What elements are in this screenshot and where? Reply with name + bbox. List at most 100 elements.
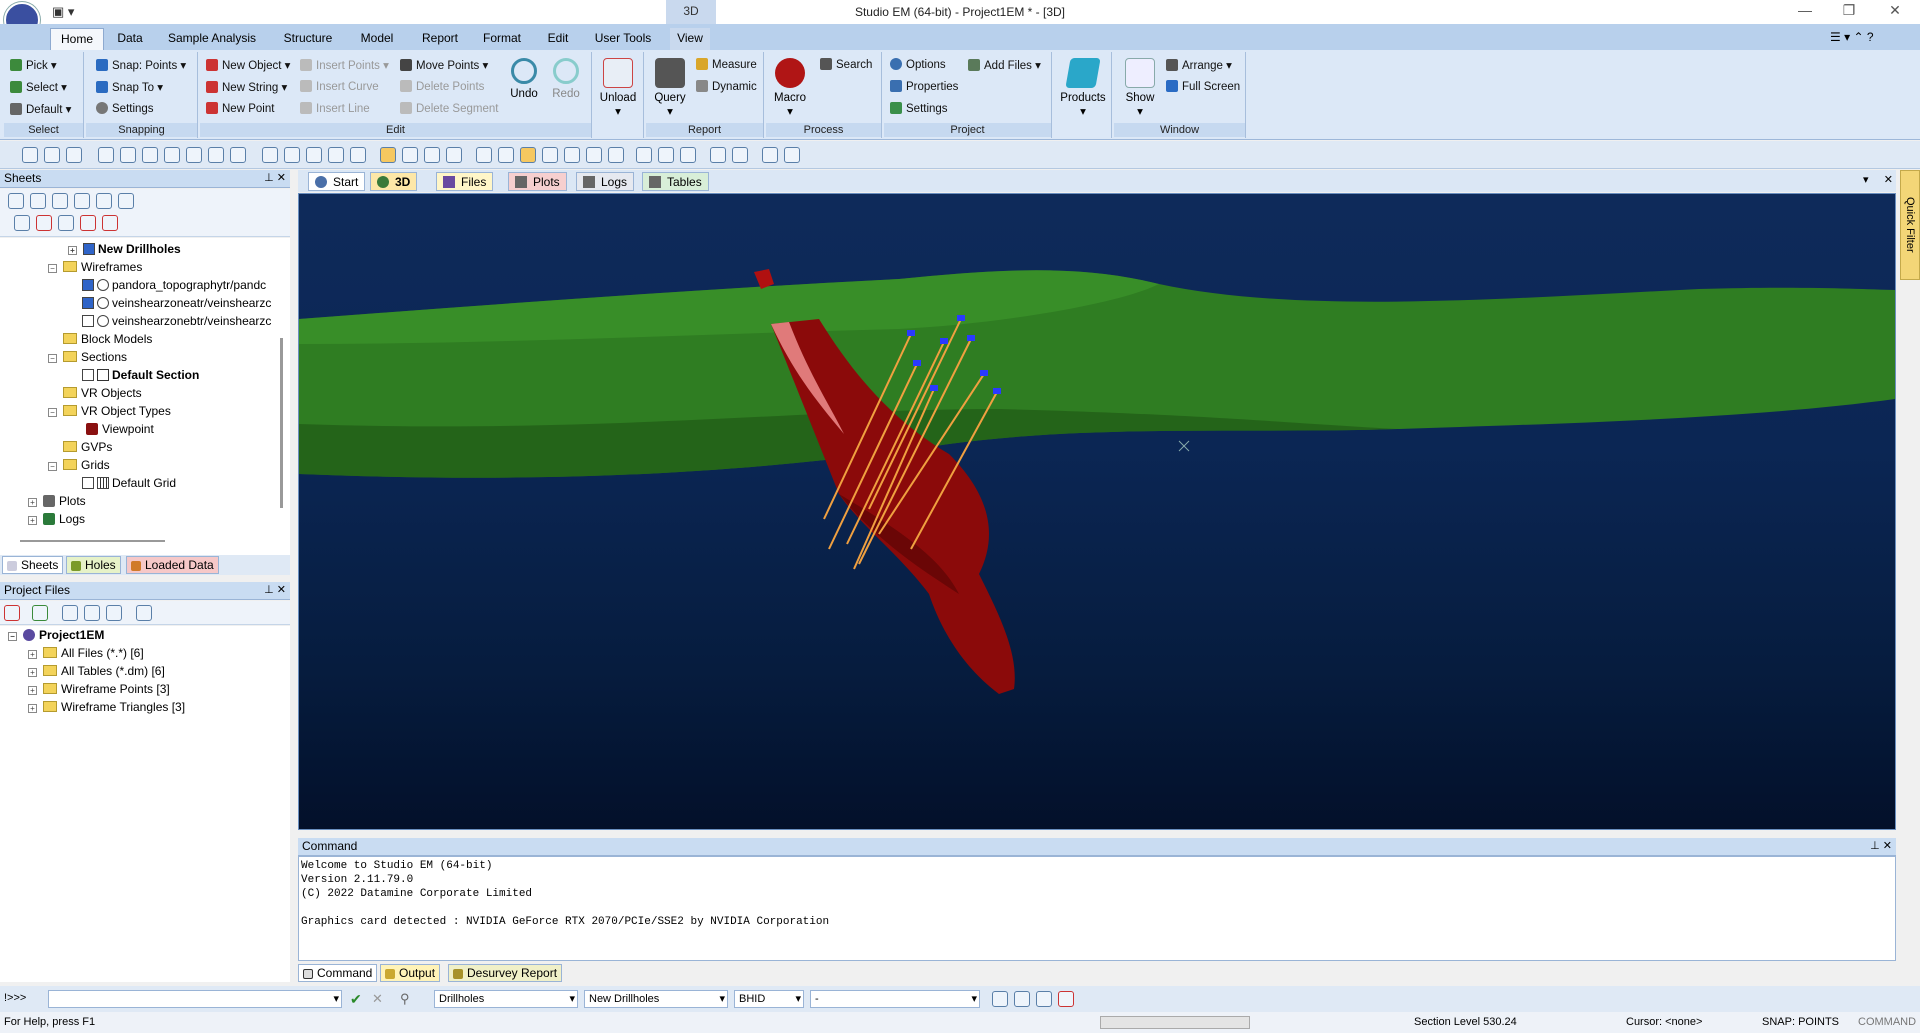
pf-tool-1-icon[interactable] — [4, 605, 20, 621]
section-move-icon[interactable] — [402, 147, 418, 163]
pf-tool-4-icon[interactable] — [84, 605, 100, 621]
delete-points-button[interactable]: Delete Points — [400, 80, 484, 93]
sheets-tool-9-icon[interactable] — [58, 215, 74, 231]
pf-item-wireframe-points[interactable]: + Wireframe Points [3] — [28, 680, 170, 698]
tab-sample-analysis[interactable]: Sample Analysis — [167, 31, 257, 45]
redo-button[interactable]: Redo — [542, 58, 590, 100]
pf-item-all-tables[interactable]: + All Tables (*.dm) [6] — [28, 662, 165, 680]
object-type-dropdown[interactable]: Drillholes ▾ — [434, 990, 578, 1008]
step-forward-icon[interactable] — [680, 147, 696, 163]
zoom-window-icon[interactable] — [164, 147, 180, 163]
properties-button[interactable]: Properties — [890, 80, 958, 93]
expand-icon[interactable]: + — [28, 704, 37, 713]
tab-desurvey-report[interactable]: Desurvey Report — [448, 964, 563, 982]
view-top-icon[interactable] — [284, 147, 300, 163]
visibility-checkbox[interactable] — [82, 279, 94, 291]
tab-user-tools[interactable]: User Tools — [594, 31, 652, 45]
visibility-checkbox[interactable] — [82, 315, 94, 327]
panel-pin-close-icon[interactable]: ⊥ ✕ — [264, 172, 286, 184]
clip-all-icon[interactable] — [586, 147, 602, 163]
sheets-tool-4-icon[interactable] — [74, 193, 90, 209]
cmd-tool-2-icon[interactable] — [1014, 991, 1030, 1007]
search-button[interactable]: Search — [820, 58, 872, 71]
collapse-icon[interactable]: − — [48, 264, 57, 273]
sheets-tool-5-icon[interactable] — [96, 193, 112, 209]
expand-icon[interactable]: + — [28, 668, 37, 677]
tab-output[interactable]: Output — [380, 964, 441, 982]
tree-scrollbar[interactable] — [280, 338, 283, 508]
clip-custom-icon[interactable] — [608, 147, 624, 163]
visibility-checkbox[interactable] — [82, 477, 94, 489]
arrow-right-icon[interactable] — [732, 147, 748, 163]
view-iso-icon[interactable] — [350, 147, 366, 163]
quick-filter-tab[interactable]: Quick Filter — [1900, 170, 1920, 280]
sheets-tool-6-icon[interactable] — [118, 193, 134, 209]
tree-item-viewpoint[interactable]: Viewpoint — [86, 420, 154, 438]
insert-curve-button[interactable]: Insert Curve — [300, 80, 379, 93]
tree-item-vr-object-types[interactable]: − VR Object Types — [48, 402, 171, 420]
collapse-icon[interactable]: − — [48, 408, 57, 417]
snap-to-button[interactable]: Snap To ▾ — [96, 80, 163, 94]
tab-edit[interactable]: Edit — [547, 31, 569, 45]
expand-icon[interactable]: + — [28, 516, 37, 525]
value-dropdown[interactable]: - ▾ — [810, 990, 980, 1008]
sheets-tool-8-icon[interactable] — [36, 215, 52, 231]
tree-item-default-grid[interactable]: Default Grid — [82, 474, 176, 492]
sheets-tool-2-icon[interactable] — [30, 193, 46, 209]
command-input[interactable]: ▾ — [48, 990, 342, 1008]
clip-icon[interactable] — [476, 147, 492, 163]
snap-settings-button[interactable]: Settings — [96, 102, 154, 115]
tree-item-new-drillholes[interactable]: + New Drillholes — [68, 240, 181, 258]
insert-points-button[interactable]: Insert Points ▾ — [300, 58, 389, 72]
step-icon[interactable] — [636, 147, 652, 163]
clip-both-icon[interactable] — [498, 147, 514, 163]
minimize-icon[interactable]: — — [1798, 2, 1812, 18]
visibility-checkbox[interactable] — [82, 369, 94, 381]
expand-icon[interactable]: + — [28, 650, 37, 659]
collapse-icon[interactable]: − — [48, 354, 57, 363]
tree-item-gvps[interactable]: GVPs — [63, 438, 112, 456]
section-edit-icon[interactable] — [446, 147, 462, 163]
tab-home[interactable]: Home — [50, 28, 104, 50]
section-rotate-icon[interactable] — [424, 147, 440, 163]
doc-tab-3d[interactable]: 3D — [370, 172, 418, 191]
zoom-icon[interactable] — [98, 147, 114, 163]
cancel-icon[interactable]: ✕ — [372, 991, 383, 1006]
doc-tabs-menu-icon[interactable]: ▾ ✕ — [1863, 174, 1894, 186]
pick-button[interactable]: Pick ▾ — [10, 58, 57, 72]
find-icon[interactable]: ⚲ — [400, 991, 410, 1006]
previous-view-icon[interactable] — [762, 147, 778, 163]
tab-view[interactable]: View — [670, 28, 710, 50]
clip-front-icon[interactable] — [520, 147, 536, 163]
tree-item-veinshearzonea[interactable]: veinshearzoneatr/veinshearzc — [82, 294, 271, 312]
tab-holes[interactable]: Holes — [66, 556, 121, 574]
tree-item-plots[interactable]: + Plots — [28, 492, 86, 510]
ribbon-options-icon[interactable]: ☰ ▾ ⌃ ? — [1830, 30, 1874, 44]
zoom-data-icon[interactable] — [208, 147, 224, 163]
pan-icon[interactable] — [22, 147, 38, 163]
close-icon[interactable]: ✕ — [1889, 2, 1901, 18]
new-string-button[interactable]: New String ▾ — [206, 80, 287, 94]
tree-hscrollbar[interactable] — [20, 540, 165, 542]
zoom-previous-icon[interactable] — [230, 147, 246, 163]
zoom-in-icon[interactable] — [120, 147, 136, 163]
view-front-icon[interactable] — [306, 147, 322, 163]
tab-loaded-data[interactable]: Loaded Data — [126, 556, 219, 574]
undo-button[interactable]: Undo — [500, 58, 548, 100]
3d-viewport[interactable] — [298, 193, 1896, 830]
pf-tool-3-icon[interactable] — [62, 605, 78, 621]
orbit-icon[interactable] — [66, 147, 82, 163]
add-files-button[interactable]: Add Files ▾ — [968, 58, 1041, 72]
move-points-button[interactable]: Move Points ▾ — [400, 58, 488, 72]
chevron-down-icon[interactable]: ▾ — [333, 993, 339, 1005]
panel-pin-close-icon[interactable]: ⊥ ✕ — [264, 584, 286, 596]
tree-item-sections[interactable]: − Sections — [48, 348, 127, 366]
snap-points-button[interactable]: Snap: Points ▾ — [96, 58, 186, 72]
pf-item-wireframe-triangles[interactable]: + Wireframe Triangles [3] — [28, 698, 185, 716]
options-button[interactable]: Options — [890, 58, 946, 71]
cmd-tool-4-icon[interactable] — [1058, 991, 1074, 1007]
tab-sheets[interactable]: Sheets — [2, 556, 64, 574]
sheets-tool-7-icon[interactable] — [14, 215, 30, 231]
insert-line-button[interactable]: Insert Line — [300, 102, 370, 115]
clip-back-icon[interactable] — [542, 147, 558, 163]
